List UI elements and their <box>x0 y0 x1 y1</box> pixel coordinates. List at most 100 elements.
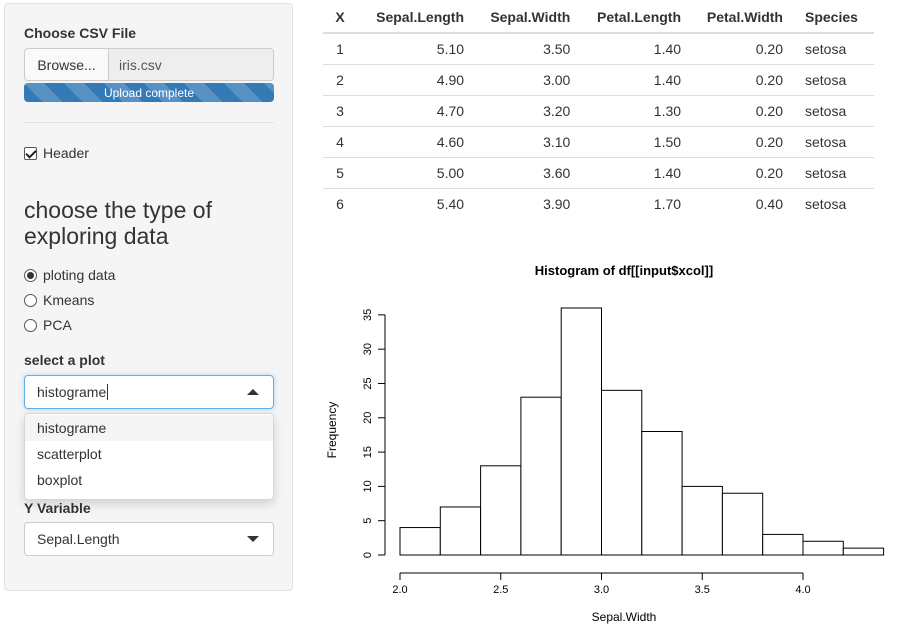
column-header-sepal-length: Sepal.Length <box>357 2 473 34</box>
x-tick-label: 2.0 <box>392 584 407 596</box>
table-cell: 0.20 <box>689 156 791 188</box>
upload-progress: Upload complete <box>24 83 274 102</box>
table-cell: 4.90 <box>357 63 473 95</box>
dropdown-option-boxplot[interactable]: boxplot <box>37 472 83 488</box>
upload-progress-bar: Upload complete <box>24 83 274 102</box>
sidebar-panel: Choose CSV File Browse... iris.csv Uploa… <box>4 3 293 591</box>
table-row: 5 5.00 3.60 1.40 0.20 setosa <box>323 156 874 188</box>
header-checkbox[interactable] <box>24 146 37 160</box>
column-header-x: X <box>323 2 357 34</box>
x-axis: 2.0 2.5 3.0 3.5 4.0 <box>392 572 811 596</box>
table-cell: 3 <box>323 94 357 126</box>
x-tick-label: 3.5 <box>695 584 710 596</box>
table-cell: 5.10 <box>357 32 473 64</box>
table-cell: 4.70 <box>357 94 473 126</box>
histogram-bar <box>601 389 643 556</box>
table-cell: 1.50 <box>578 125 690 157</box>
table-cell: 1.30 <box>578 94 690 126</box>
divider <box>24 122 274 123</box>
table-cell: 3.10 <box>472 125 579 157</box>
table-cell: 0.40 <box>689 187 791 219</box>
column-header-petal-width: Petal.Width <box>689 2 791 34</box>
histogram-bar <box>802 540 844 556</box>
y-axis: 0 5 10 15 20 25 30 35 <box>362 309 386 558</box>
table-cell: 4.60 <box>357 125 473 157</box>
y-variable-select[interactable]: Sepal.Length <box>24 522 274 556</box>
table-cell: 6 <box>323 187 357 219</box>
histogram-bar <box>681 485 723 556</box>
table-cell: setosa <box>791 125 874 157</box>
header-checkbox-label: Header <box>43 145 89 161</box>
y-tick-label: 30 <box>362 343 374 355</box>
table-cell: 3.90 <box>472 187 579 219</box>
histogram-bar <box>560 307 602 556</box>
radio-ploting-data-button[interactable] <box>24 268 37 282</box>
radio-ploting-data[interactable]: ploting data <box>24 267 115 283</box>
table-header-row: X Sepal.Length Sepal.Width Petal.Length … <box>323 2 874 34</box>
plot-select[interactable]: histograme <box>24 375 274 409</box>
histogram-bar <box>762 533 804 556</box>
x-axis-label: Sepal.Width <box>592 610 657 624</box>
histogram-bar <box>842 547 885 556</box>
file-input-group: Browse... iris.csv <box>24 48 274 81</box>
chart-title: Histogram of df[[input$xcol]] <box>535 263 713 278</box>
x-tick-label: 4.0 <box>795 584 810 596</box>
histogram-bar <box>399 527 441 556</box>
histogram-svg: Histogram of df[[input$xcol]] Sepal.Widt… <box>325 263 885 624</box>
bars-group <box>399 307 885 556</box>
table-row: 3 4.70 3.20 1.30 0.20 setosa <box>323 94 874 126</box>
y-variable-value: Sepal.Length <box>37 531 120 547</box>
histogram-bar <box>641 431 683 556</box>
chevron-down-icon[interactable] <box>247 536 259 542</box>
table-cell: setosa <box>791 94 874 126</box>
y-tick-label: 5 <box>362 518 374 524</box>
plot-select-label: select a plot <box>24 352 105 368</box>
file-input-label: Choose CSV File <box>24 25 137 41</box>
column-header-sepal-width: Sepal.Width <box>472 2 579 34</box>
section-title: choose the type of exploring data <box>24 197 212 249</box>
y-tick-label: 20 <box>362 412 374 424</box>
histogram-bar <box>480 465 522 556</box>
table-cell: 1.70 <box>578 187 690 219</box>
chevron-up-icon[interactable] <box>247 389 259 395</box>
table-cell: 3.60 <box>472 156 579 188</box>
table-cell: setosa <box>791 156 874 188</box>
radio-label: Kmeans <box>43 292 95 308</box>
file-name-field[interactable]: iris.csv <box>109 48 274 81</box>
y-tick-label: 10 <box>362 480 374 492</box>
browse-button[interactable]: Browse... <box>24 48 109 81</box>
radio-kmeans-button[interactable] <box>24 293 37 307</box>
table-cell: 3.50 <box>472 32 579 64</box>
radio-pca[interactable]: PCA <box>24 317 72 333</box>
dropdown-option-scatterplot[interactable]: scatterplot <box>37 446 102 462</box>
table-cell: 5.00 <box>357 156 473 188</box>
table-cell: 0.20 <box>689 32 791 64</box>
radio-kmeans[interactable]: Kmeans <box>24 292 94 308</box>
text-cursor <box>107 384 109 400</box>
header-checkbox-row[interactable]: Header <box>24 145 89 161</box>
table-cell: setosa <box>791 187 874 219</box>
data-table: X Sepal.Length Sepal.Width Petal.Length … <box>323 2 874 219</box>
radio-label: PCA <box>43 317 72 333</box>
table-cell: 0.20 <box>689 94 791 126</box>
table-row: 2 4.90 3.00 1.40 0.20 setosa <box>323 63 874 95</box>
radio-label: ploting data <box>43 267 116 283</box>
histogram-plot: Histogram of df[[input$xcol]] Sepal.Widt… <box>318 255 913 642</box>
x-tick-label: 3.0 <box>594 584 609 596</box>
histogram-bar <box>721 492 764 556</box>
y-tick-label: 15 <box>362 446 374 458</box>
radio-pca-button[interactable] <box>24 318 37 332</box>
table-cell: 1.40 <box>578 63 690 95</box>
table-row: 1 5.10 3.50 1.40 0.20 setosa <box>323 32 874 64</box>
y-tick-label: 35 <box>362 309 374 321</box>
plot-select-value: histograme <box>37 384 107 400</box>
column-header-petal-length: Petal.Length <box>578 2 690 34</box>
column-header-species: Species <box>791 2 874 34</box>
histogram-bar <box>520 396 562 556</box>
table-cell: 3.20 <box>472 94 579 126</box>
table-cell: 5.40 <box>357 187 473 219</box>
table-cell: setosa <box>791 63 874 95</box>
table-cell: 4 <box>323 125 357 157</box>
dropdown-option-histograme[interactable]: histograme <box>25 415 273 441</box>
table-row: 6 5.40 3.90 1.70 0.40 setosa <box>323 187 874 219</box>
